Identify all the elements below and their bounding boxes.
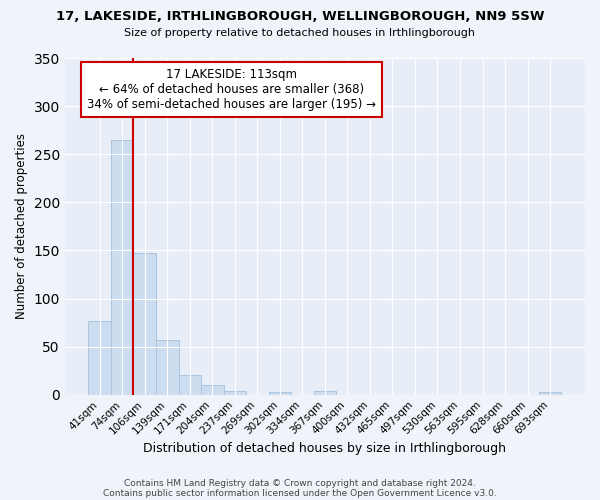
Text: 17 LAKESIDE: 113sqm
← 64% of detached houses are smaller (368)
34% of semi-detac: 17 LAKESIDE: 113sqm ← 64% of detached ho… [87, 68, 376, 111]
X-axis label: Distribution of detached houses by size in Irthlingborough: Distribution of detached houses by size … [143, 442, 506, 455]
Text: Contains HM Land Registry data © Crown copyright and database right 2024.: Contains HM Land Registry data © Crown c… [124, 478, 476, 488]
Text: Size of property relative to detached houses in Irthlingborough: Size of property relative to detached ho… [125, 28, 476, 38]
Text: Contains public sector information licensed under the Open Government Licence v3: Contains public sector information licen… [103, 488, 497, 498]
Bar [269, 392, 291, 394]
Bar [224, 391, 246, 394]
Text: 17, LAKESIDE, IRTHLINGBOROUGH, WELLINGBOROUGH, NN9 5SW: 17, LAKESIDE, IRTHLINGBOROUGH, WELLINGBO… [56, 10, 544, 23]
Bar [111, 140, 133, 394]
Y-axis label: Number of detached properties: Number of detached properties [15, 134, 28, 320]
Bar [88, 320, 111, 394]
Bar [539, 392, 562, 394]
Bar [314, 391, 336, 394]
Bar [156, 340, 179, 394]
Bar [201, 385, 224, 394]
Bar [179, 376, 201, 394]
Bar [133, 254, 156, 394]
